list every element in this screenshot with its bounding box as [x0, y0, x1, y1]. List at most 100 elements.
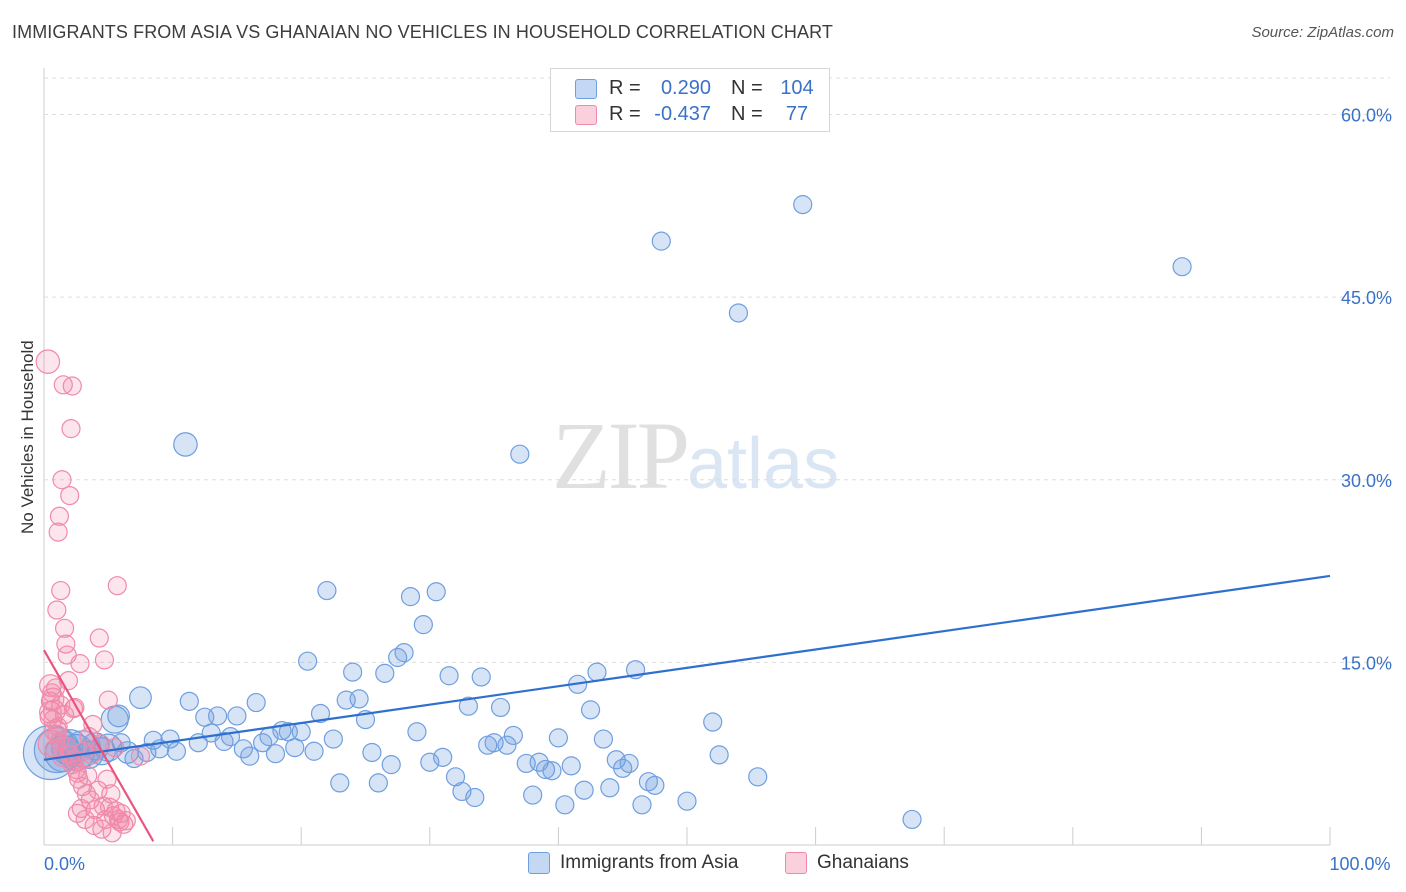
asia-point	[600, 778, 620, 798]
ghanaian-point	[52, 470, 72, 490]
legend-r-value: -0.437	[654, 103, 711, 125]
ghanaian-point	[101, 784, 121, 804]
asia-point	[490, 697, 511, 718]
ghanaian-point	[54, 618, 75, 638]
asia-point	[619, 753, 639, 774]
source-label: Source: ZipAtlas.com	[1251, 24, 1394, 41]
asia-point	[407, 722, 427, 742]
correlation-legend: R = 0.290 N = 104 R = -0.437 N = 77	[550, 68, 830, 132]
y-tick-label: 30.0%	[1341, 471, 1392, 491]
asia-point	[381, 755, 401, 775]
asia-point	[368, 773, 388, 793]
ghanaian-point	[97, 769, 117, 789]
ghanaian-point	[47, 724, 67, 744]
asia-point	[580, 700, 601, 720]
asia-point	[298, 651, 318, 671]
ghanaian-point	[48, 717, 68, 737]
asia-point	[593, 729, 614, 749]
asia-point	[265, 744, 286, 764]
y-tick-label: 15.0%	[1341, 653, 1392, 673]
asia-point	[291, 722, 311, 742]
ghanaian-point	[114, 814, 134, 834]
asia-point	[362, 742, 382, 763]
asia-point	[375, 663, 395, 683]
asia-trend-line	[43, 574, 1331, 761]
y-tick-label: 60.0%	[1341, 106, 1392, 126]
asia-point	[107, 704, 130, 728]
asia-point	[420, 752, 440, 772]
y-axis-label: No Vehicles in Household	[18, 340, 37, 534]
asia-point	[310, 703, 331, 724]
ghanaian-point	[94, 650, 115, 670]
asia-point	[433, 747, 453, 767]
asia-point	[471, 667, 491, 687]
ghanaian-point	[70, 653, 90, 674]
bottom-legend-swatch-blue	[528, 852, 550, 874]
x-tick-label: 100.0%	[1329, 854, 1390, 874]
bottom-legend-swatch-pink	[785, 852, 807, 874]
asia-point	[129, 686, 152, 710]
ghanaian-trend-line	[43, 649, 155, 842]
ghanaian-point	[89, 628, 109, 648]
ghanaian-point	[67, 763, 88, 783]
asia-point	[748, 767, 768, 787]
legend-n-value: 77	[785, 103, 809, 125]
asia-point	[137, 742, 157, 763]
legend-r-label: R =	[609, 77, 641, 99]
ghanaian-point	[60, 485, 80, 506]
asia-point	[343, 662, 363, 682]
ghanaian-point	[51, 580, 71, 601]
bottom-legend-label: Immigrants from Asia	[560, 852, 739, 873]
asia-point	[542, 761, 562, 781]
asia-point	[709, 745, 729, 765]
chart-title: IMMIGRANTS FROM ASIA VS GHANAIAN NO VEHI…	[12, 22, 833, 42]
asia-point	[645, 775, 665, 795]
asia-point	[323, 729, 343, 749]
asia-point	[728, 303, 749, 323]
asia-point	[497, 735, 517, 755]
asia-point	[160, 729, 180, 749]
ghanaian-point	[47, 600, 67, 620]
asia-point	[394, 643, 414, 663]
legend-swatch-pink	[575, 105, 597, 125]
asia-point	[902, 809, 922, 830]
asia-point	[246, 692, 266, 713]
legend-swatch-blue	[575, 79, 597, 99]
asia-point	[632, 795, 652, 815]
asia-point	[535, 759, 556, 780]
asia-point	[1172, 257, 1192, 277]
asia-point	[240, 746, 260, 766]
asia-point	[651, 231, 671, 251]
ghanaian-point	[116, 811, 136, 831]
ghanaian-point	[61, 419, 81, 439]
legend-r-label: R =	[609, 103, 641, 125]
legend-n-value: 104	[780, 77, 814, 99]
asia-point	[179, 691, 199, 711]
asia-point	[548, 728, 569, 748]
ghanaian-point	[92, 819, 112, 839]
x-tick-label: 0.0%	[44, 854, 85, 874]
y-tick-label: 45.0%	[1341, 288, 1392, 308]
asia-point	[330, 773, 350, 793]
asia-point	[510, 444, 530, 464]
asia-point	[317, 580, 337, 601]
legend-n-label: N =	[731, 103, 763, 125]
asia-point	[458, 696, 478, 716]
asia-point	[233, 739, 253, 759]
ghanaian-point	[107, 576, 127, 596]
ghanaian-point	[98, 690, 118, 710]
asia-point	[677, 791, 697, 811]
ghanaian-point	[105, 738, 125, 758]
asia-point	[503, 725, 523, 746]
ghanaian-point	[130, 746, 151, 766]
asia-point	[166, 741, 187, 761]
ghanaian-point	[35, 349, 61, 374]
asia-point	[349, 689, 369, 709]
asia-point	[208, 706, 228, 726]
bottom-legend-label: Ghanaians	[817, 852, 909, 873]
asia-point	[426, 582, 446, 602]
ghanaian-point	[49, 506, 70, 526]
asia-point	[587, 662, 607, 682]
legend-r-value: 0.290	[660, 77, 711, 99]
